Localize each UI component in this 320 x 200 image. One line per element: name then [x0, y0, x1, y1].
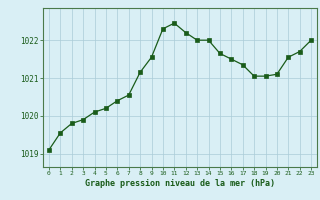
X-axis label: Graphe pression niveau de la mer (hPa): Graphe pression niveau de la mer (hPa): [85, 179, 275, 188]
